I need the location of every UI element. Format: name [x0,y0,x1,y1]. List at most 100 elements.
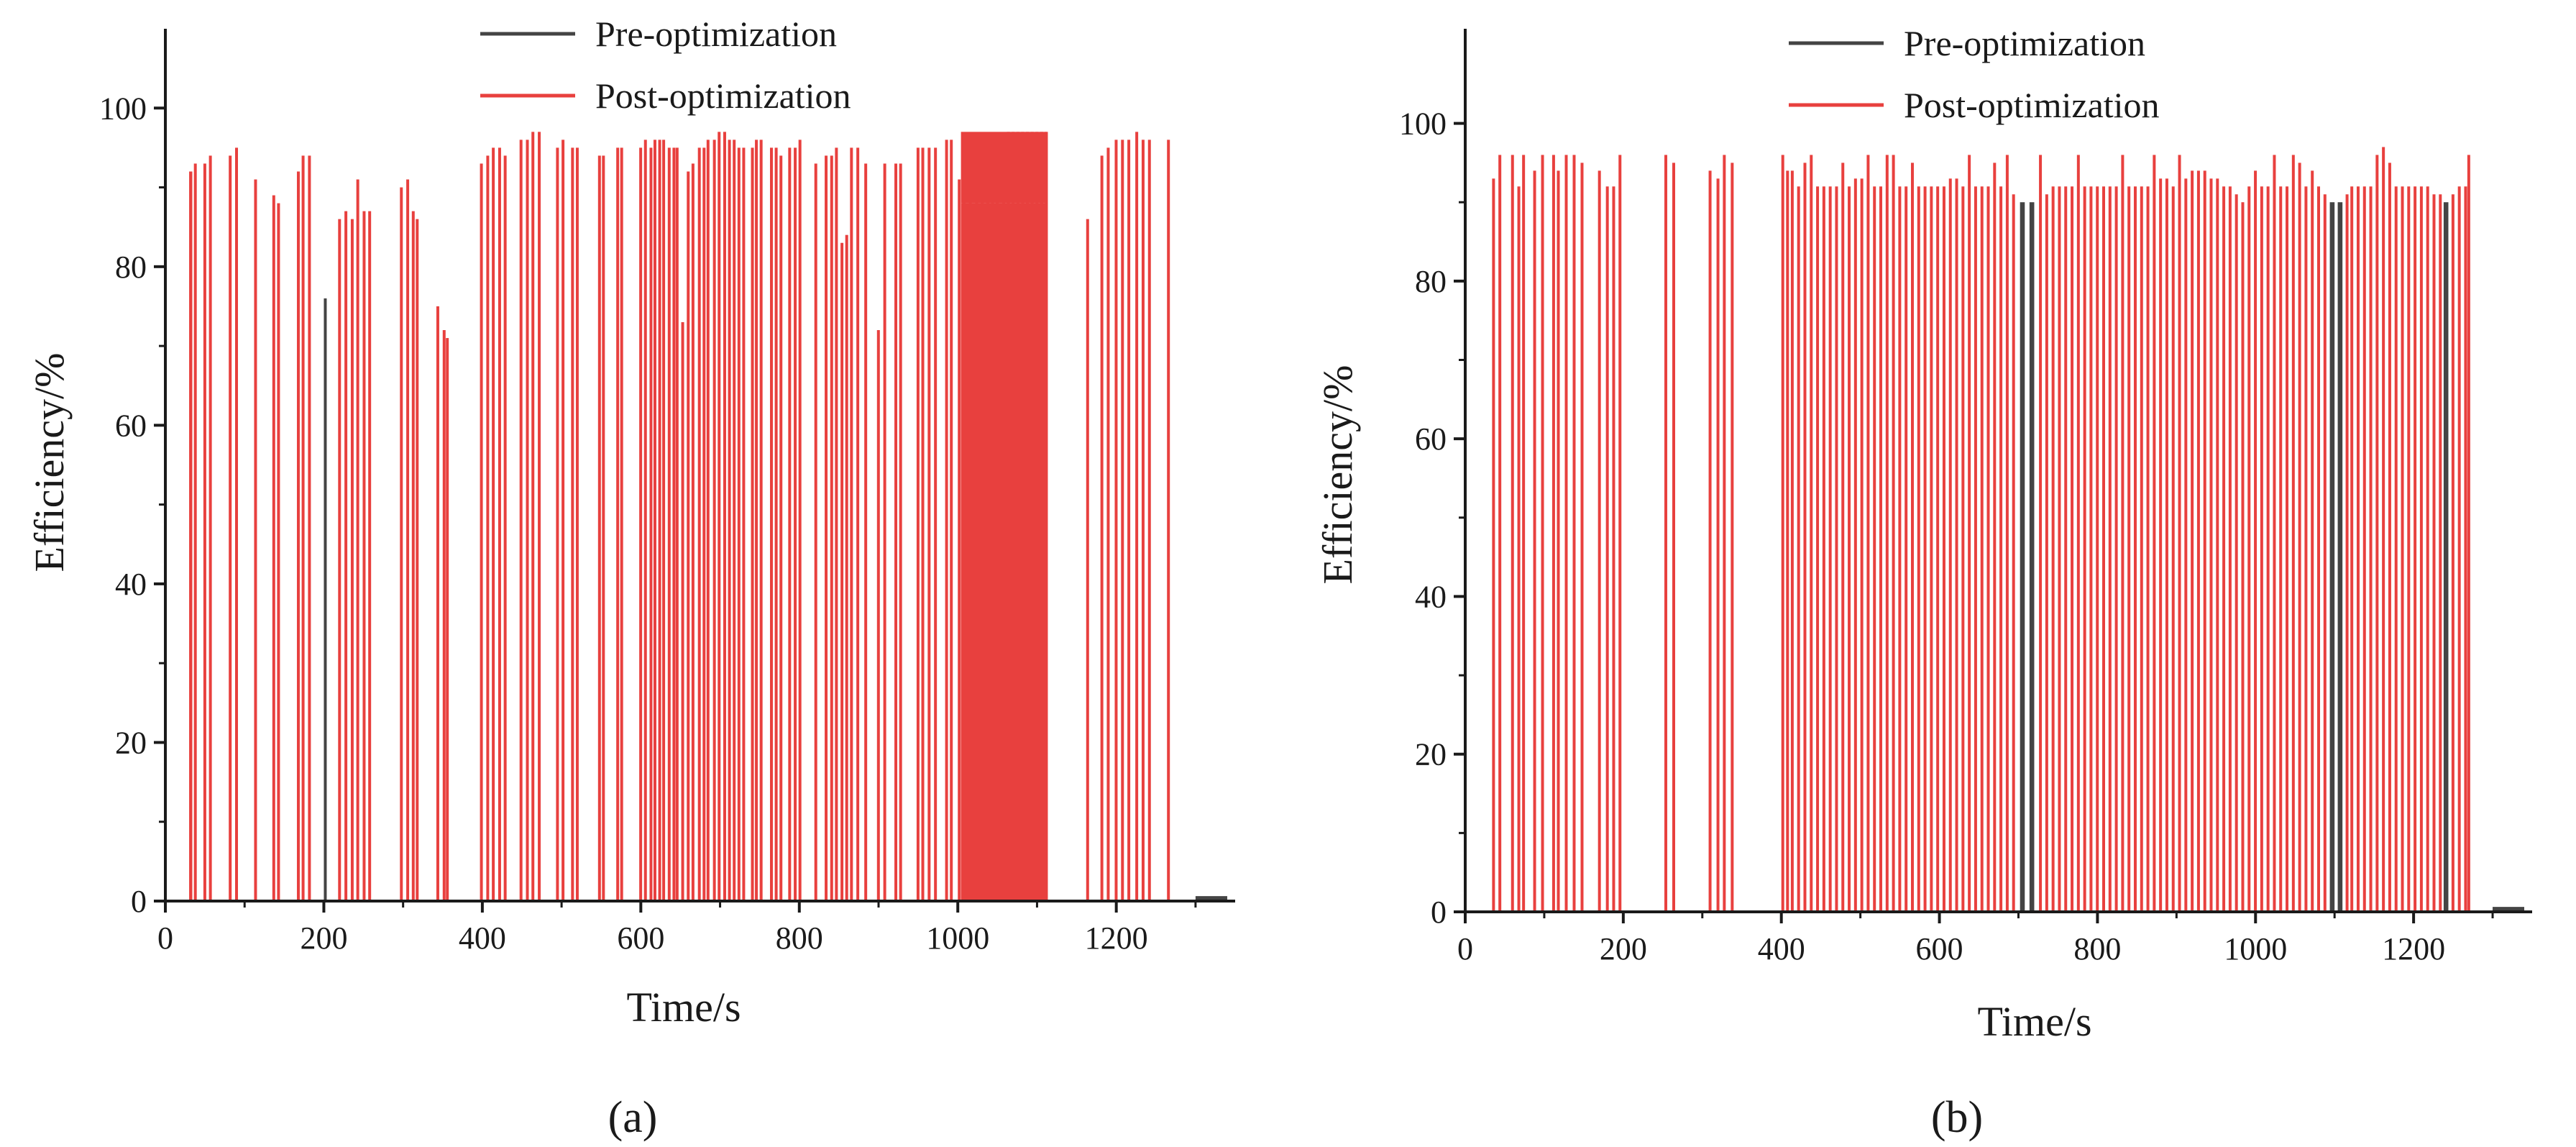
x-tick-label-a-5: 1000 [926,920,989,956]
panel-label-a: (a) [608,1093,658,1142]
post-series-spike-b-18 [1708,170,1712,912]
post-series-spike-b-42 [1905,186,1908,912]
post-series-spike-b-122 [2451,194,2454,912]
post-series-spike-b-102 [2304,186,2308,912]
post-series-spike-b-90 [2228,186,2232,912]
post-series-spike-a-43 [643,140,647,901]
x-axis-title-b: Time/s [1977,998,2091,1045]
post-series-spike-a-81 [864,163,868,902]
post-series-spike-a-118 [1147,140,1151,901]
post-series-spike-a-63 [742,147,746,902]
post-series-spike-b-115 [2401,186,2404,912]
y-tick-label-a-0: 0 [131,884,147,919]
post-series-spike-a-103 [1016,132,1019,902]
post-series-spike-a-100 [1001,140,1005,901]
post-series-spike-a-92 [958,179,961,901]
post-series-spike-a-75 [830,155,833,901]
post-series-spike-a-11 [308,155,311,901]
post-series-spike-b-73 [2121,155,2124,912]
post-series-spike-b-39 [1885,155,1889,912]
post-series-spike-a-16 [362,211,366,901]
post-series-spike-b-116 [2407,186,2411,912]
post-series-spike-a-15 [356,179,359,901]
post-series-spike-b-2 [1511,155,1514,912]
post-series-spike-a-1 [193,163,197,902]
post-series-spike-a-18 [400,187,403,902]
y-axis-title-b: Efficiency/% [1314,365,1361,585]
post-series-spike-a-24 [446,338,449,902]
y-tick-label-a-1: 20 [115,725,147,760]
post-series-spike-a-61 [733,140,736,901]
post-series-spike-a-5 [234,147,238,902]
post-series-spike-a-34 [556,147,559,902]
post-series-spike-a-64 [751,147,754,902]
post-series-spike-b-94 [2254,170,2258,912]
post-series-spike-b-88 [2216,178,2219,913]
post-series-spike-b-55 [1986,186,1990,912]
post-series-spike-a-37 [575,147,579,902]
legend-a: Pre-optimization Post-optimization [480,14,851,116]
post-series-spike-b-72 [2114,186,2118,912]
post-series-spike-b-20 [1723,155,1726,912]
post-series-spike-b-110 [2369,186,2373,912]
post-series-spike-a-38 [597,155,601,901]
y-tick-label-a-2: 40 [115,567,147,602]
post-series-spike-a-86 [916,147,920,902]
post-series-spike-b-58 [2005,155,2009,912]
x-tick-label-a-2: 400 [459,920,506,956]
post-series-spike-a-66 [759,140,763,901]
post-series-spike-b-109 [2362,186,2366,912]
post-series-spike-b-75 [2133,186,2137,912]
post-series-spike-b-121 [2439,194,2442,912]
post-series-spike-a-27 [492,147,495,902]
post-series-spike-a-12 [338,219,342,901]
post-series-spike-a-4 [229,155,232,901]
post-series-spike-b-85 [2196,170,2200,912]
post-series-spike-a-98 [991,140,994,901]
post-series-spike-a-9 [296,171,300,901]
post-series-spike-b-15 [1618,155,1622,912]
post-series-spike-b-71 [2108,186,2112,912]
post-series-spike-b-62 [2051,186,2055,912]
post-series-spike-a-21 [416,219,419,901]
axes-a [164,29,1235,902]
post-series-spike-a-84 [894,163,898,902]
post-series-spike-a-41 [620,147,623,902]
post-series-spike-a-25 [480,163,483,902]
post-series-spike-b-123 [2457,186,2461,912]
x-tick-label-b-2: 400 [1758,931,1805,967]
post-series-spike-a-44 [649,147,653,902]
x-tick-label-b-1: 200 [1600,931,1647,967]
post-series-spike-b-22 [1781,155,1784,912]
post-series-spike-b-92 [2241,202,2245,912]
post-series-spike-a-49 [672,147,676,902]
post-series-spike-b-80 [2165,178,2168,913]
post-series-spike-a-69 [779,155,783,901]
post-series-spike-a-104 [1021,132,1025,902]
post-series-spike-a-26 [486,155,490,901]
pre-series-spike-a-0 [324,298,327,902]
post-series-spike-b-25 [1797,186,1800,912]
post-series-spike-a-3 [208,155,212,901]
ticks-a [154,106,1197,913]
post-series-spike-b-23 [1786,170,1789,912]
post-series-spike-a-114 [1121,140,1124,901]
post-series-spike-a-102 [1012,132,1015,902]
post-series-spike-b-13 [1605,186,1609,912]
post-series-spike-a-71 [794,147,797,902]
post-series-spike-a-53 [691,163,695,902]
post-series-spike-b-69 [2096,186,2099,912]
post-series-spike-a-0 [189,171,193,901]
post-series-spike-a-29 [503,155,507,901]
post-series-spike-b-65 [2071,186,2074,912]
post-series-spike-b-66 [2076,155,2080,912]
post-series-spike-a-94 [968,155,972,901]
pre-series-spike-b-4 [2443,202,2449,912]
post-series-spike-a-31 [526,140,529,901]
post-series-spike-a-80 [856,147,860,902]
post-series-spike-b-114 [2394,186,2398,912]
post-series-spike-b-112 [2382,147,2385,913]
post-series-spike-a-28 [498,147,501,902]
x-axis-title-a: Time/s [626,984,741,1031]
